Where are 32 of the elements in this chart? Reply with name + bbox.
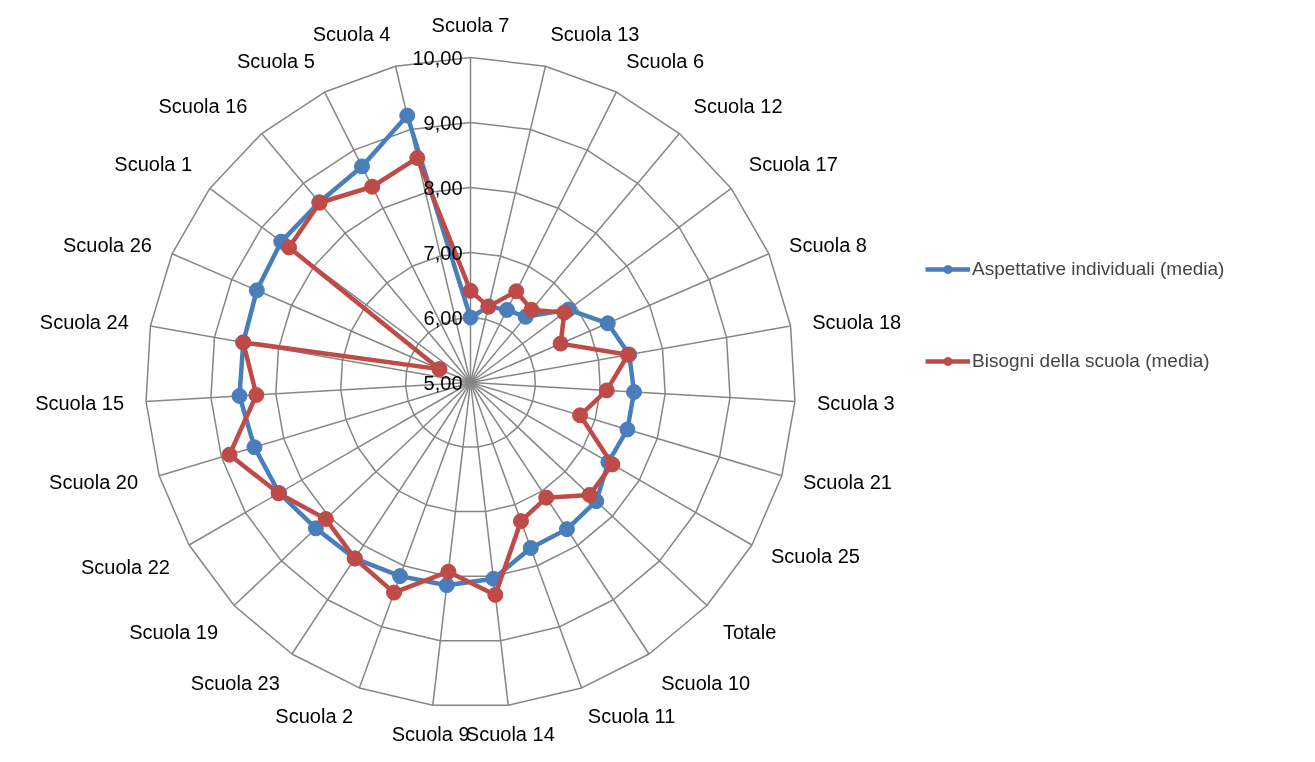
spoke-label: Scuola 26 xyxy=(62,234,152,257)
spoke-label: Scuola 11 xyxy=(587,704,676,727)
spoke-label: Scuola 17 xyxy=(748,153,838,176)
y-tick-label: 6,00 xyxy=(423,306,463,329)
spoke-label: Scuola 20 xyxy=(49,471,139,494)
legend-label: Bisogni della scuola (media) xyxy=(972,350,1210,372)
spoke-label: Scuola 9 xyxy=(391,723,470,746)
spoke-label: Scuola 4 xyxy=(312,22,391,45)
spoke-label: Scuola 19 xyxy=(129,620,219,643)
y-tick-label: 10,00 xyxy=(412,46,463,69)
spoke-label: Scuola 8 xyxy=(789,234,867,257)
spoke-label: Scuola 7 xyxy=(431,13,510,36)
spoke-label: Scuola 2 xyxy=(275,704,354,727)
spoke-label: Scuola 18 xyxy=(812,311,902,334)
spoke-label: Scuola 12 xyxy=(693,94,783,117)
spoke-label: Scuola 22 xyxy=(81,556,170,578)
spoke-label: Scuola 23 xyxy=(190,672,280,695)
spoke-label: Totale xyxy=(722,620,777,643)
y-tick-label: 9,00 xyxy=(423,111,463,134)
spoke-label: Scuola 13 xyxy=(550,22,640,45)
spoke-label: Scuola 21 xyxy=(802,471,892,494)
spoke-label: Scuola 6 xyxy=(626,50,705,73)
spoke-label: Scuola 5 xyxy=(236,50,315,73)
spoke-label: Scuola 24 xyxy=(39,311,129,334)
spoke-label: Scuola 15 xyxy=(35,391,125,414)
spoke-label: Scuola 1 xyxy=(114,153,193,176)
spoke-label: Scuola 3 xyxy=(816,391,895,414)
legend-label: Aspettative individuali (media) xyxy=(972,258,1225,280)
spoke-label: Scuola 16 xyxy=(158,94,248,117)
y-tick-label: 5,00 xyxy=(423,371,463,394)
spoke-label: Scuola 10 xyxy=(661,672,751,695)
spoke-label: Scuola 25 xyxy=(771,545,860,567)
